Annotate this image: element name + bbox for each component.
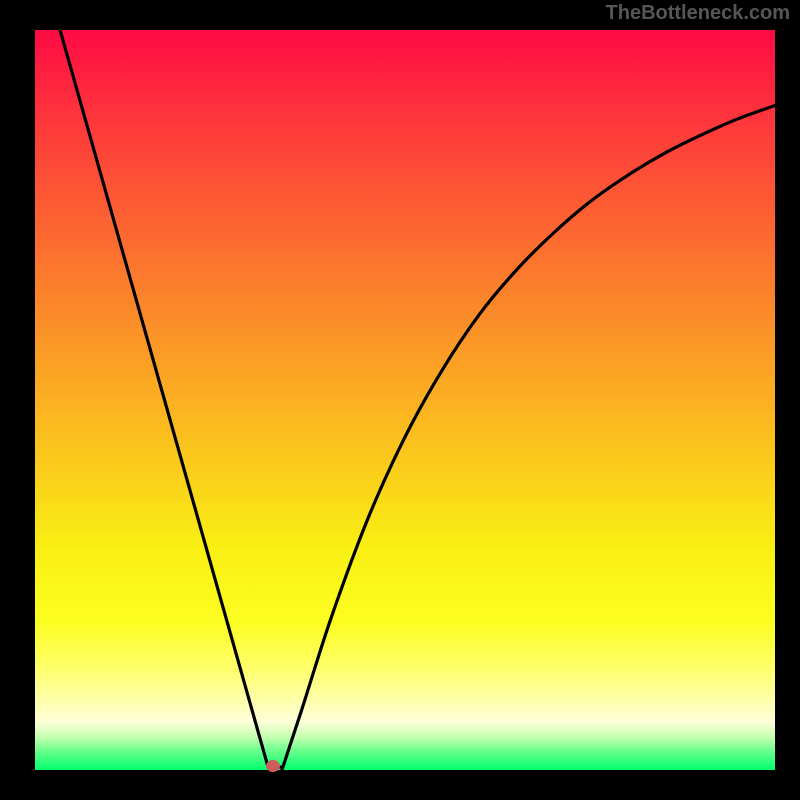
minimum-marker <box>266 760 280 772</box>
curve-overlay <box>35 30 775 770</box>
watermark-text: TheBottleneck.com <box>606 2 790 25</box>
bottleneck-curve <box>35 30 775 770</box>
plot-area <box>35 30 775 770</box>
chart-container: TheBottleneck.com <box>0 0 800 800</box>
